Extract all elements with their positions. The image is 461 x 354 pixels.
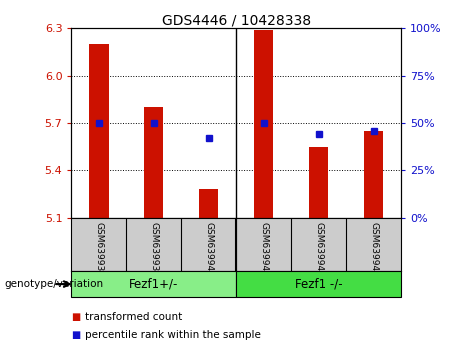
- Text: GSM639941: GSM639941: [259, 222, 268, 277]
- Text: GSM639938: GSM639938: [95, 222, 103, 277]
- Bar: [144, 107, 164, 218]
- Title: GDS4446 / 10428338: GDS4446 / 10428338: [162, 13, 311, 27]
- Bar: [236, 271, 401, 297]
- Text: GSM639939: GSM639939: [149, 222, 159, 277]
- Text: GSM639940: GSM639940: [204, 222, 213, 277]
- Text: ■: ■: [71, 312, 81, 322]
- Bar: [199, 189, 219, 218]
- Text: GSM639942: GSM639942: [314, 222, 323, 277]
- Bar: [309, 147, 328, 218]
- Text: genotype/variation: genotype/variation: [5, 279, 104, 289]
- Text: Fezf1 -/-: Fezf1 -/-: [295, 278, 343, 291]
- Bar: [364, 131, 383, 218]
- Bar: [254, 30, 273, 218]
- Text: transformed count: transformed count: [85, 312, 183, 322]
- Text: GSM639943: GSM639943: [369, 222, 378, 277]
- Text: percentile rank within the sample: percentile rank within the sample: [85, 330, 261, 339]
- Text: Fezf1+/-: Fezf1+/-: [129, 278, 178, 291]
- Text: ■: ■: [71, 330, 81, 339]
- Bar: [71, 271, 236, 297]
- Bar: [89, 44, 108, 218]
